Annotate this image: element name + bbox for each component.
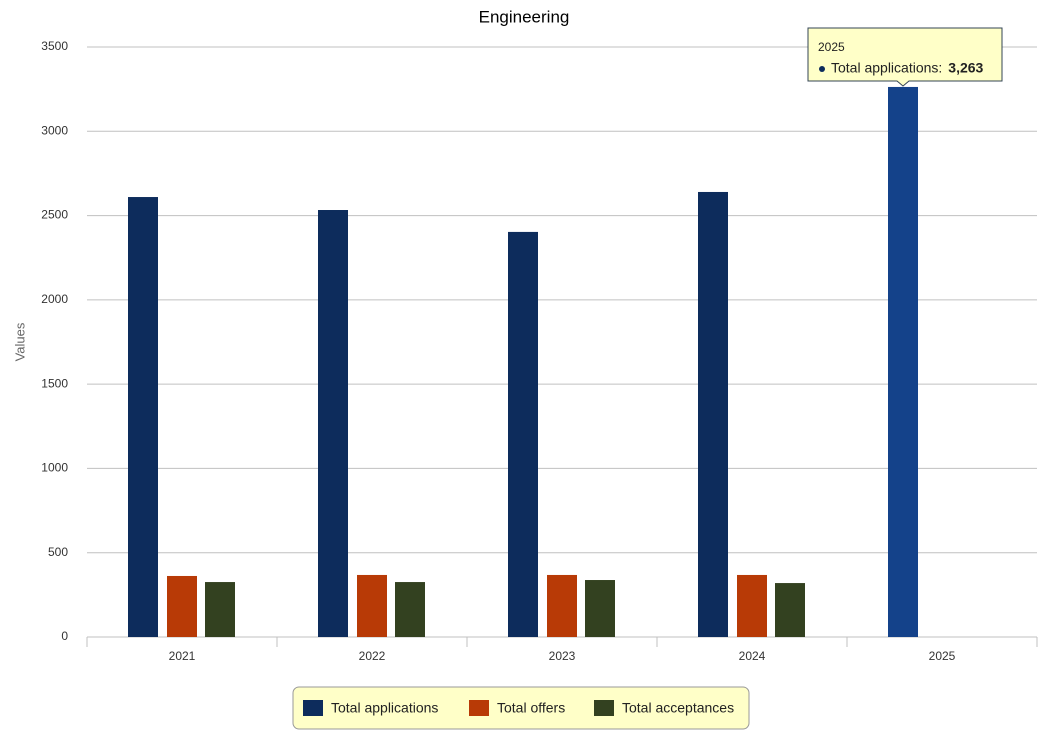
legend-swatch <box>303 700 323 716</box>
bar <box>698 191 728 637</box>
bar <box>205 582 235 637</box>
bar <box>357 574 387 637</box>
y-tick-label: 2000 <box>41 292 68 306</box>
bar <box>585 580 615 637</box>
bar <box>737 574 767 637</box>
y-axis-label: Values <box>12 322 27 361</box>
y-tick-label: 1500 <box>41 376 68 390</box>
bar <box>318 210 348 637</box>
chart-title: Engineering <box>479 7 570 26</box>
x-tick-label: 2025 <box>929 649 956 663</box>
bar <box>888 86 918 638</box>
legend-swatch <box>594 700 614 716</box>
y-tick-label: 0 <box>61 629 68 643</box>
tooltip-dot <box>819 66 825 72</box>
legend-label: Total applications <box>331 700 438 716</box>
bar <box>167 575 197 637</box>
tooltip-title: 2025 <box>818 40 845 54</box>
legend-label: Total offers <box>497 700 565 716</box>
bar <box>395 582 425 637</box>
legend-label: Total acceptances <box>622 700 734 716</box>
y-tick-label: 2500 <box>41 208 68 222</box>
legend-box <box>292 686 750 730</box>
x-tick-label: 2021 <box>169 649 196 663</box>
tooltip-box <box>807 27 1003 87</box>
y-tick-label: 1000 <box>41 461 68 475</box>
y-tick-label: 500 <box>48 545 68 559</box>
tooltip-label: Total applications: <box>831 60 942 76</box>
legend: Total applications Total offers Total acce… <box>292 686 750 730</box>
bar <box>508 231 538 637</box>
bar <box>547 574 577 637</box>
x-tick-label: 2024 <box>739 649 766 663</box>
x-tick-label: 2023 <box>549 649 576 663</box>
x-tick-label: 2022 <box>359 649 386 663</box>
tooltip-value: 3,263 <box>948 60 983 76</box>
bar <box>775 583 805 637</box>
y-tick-label: 3000 <box>41 123 68 137</box>
y-tick-label: 3500 <box>41 39 68 53</box>
legend-swatch <box>469 700 489 716</box>
tooltip: 2025 Total applications: 3,263 <box>807 27 1003 87</box>
bar <box>128 197 158 637</box>
